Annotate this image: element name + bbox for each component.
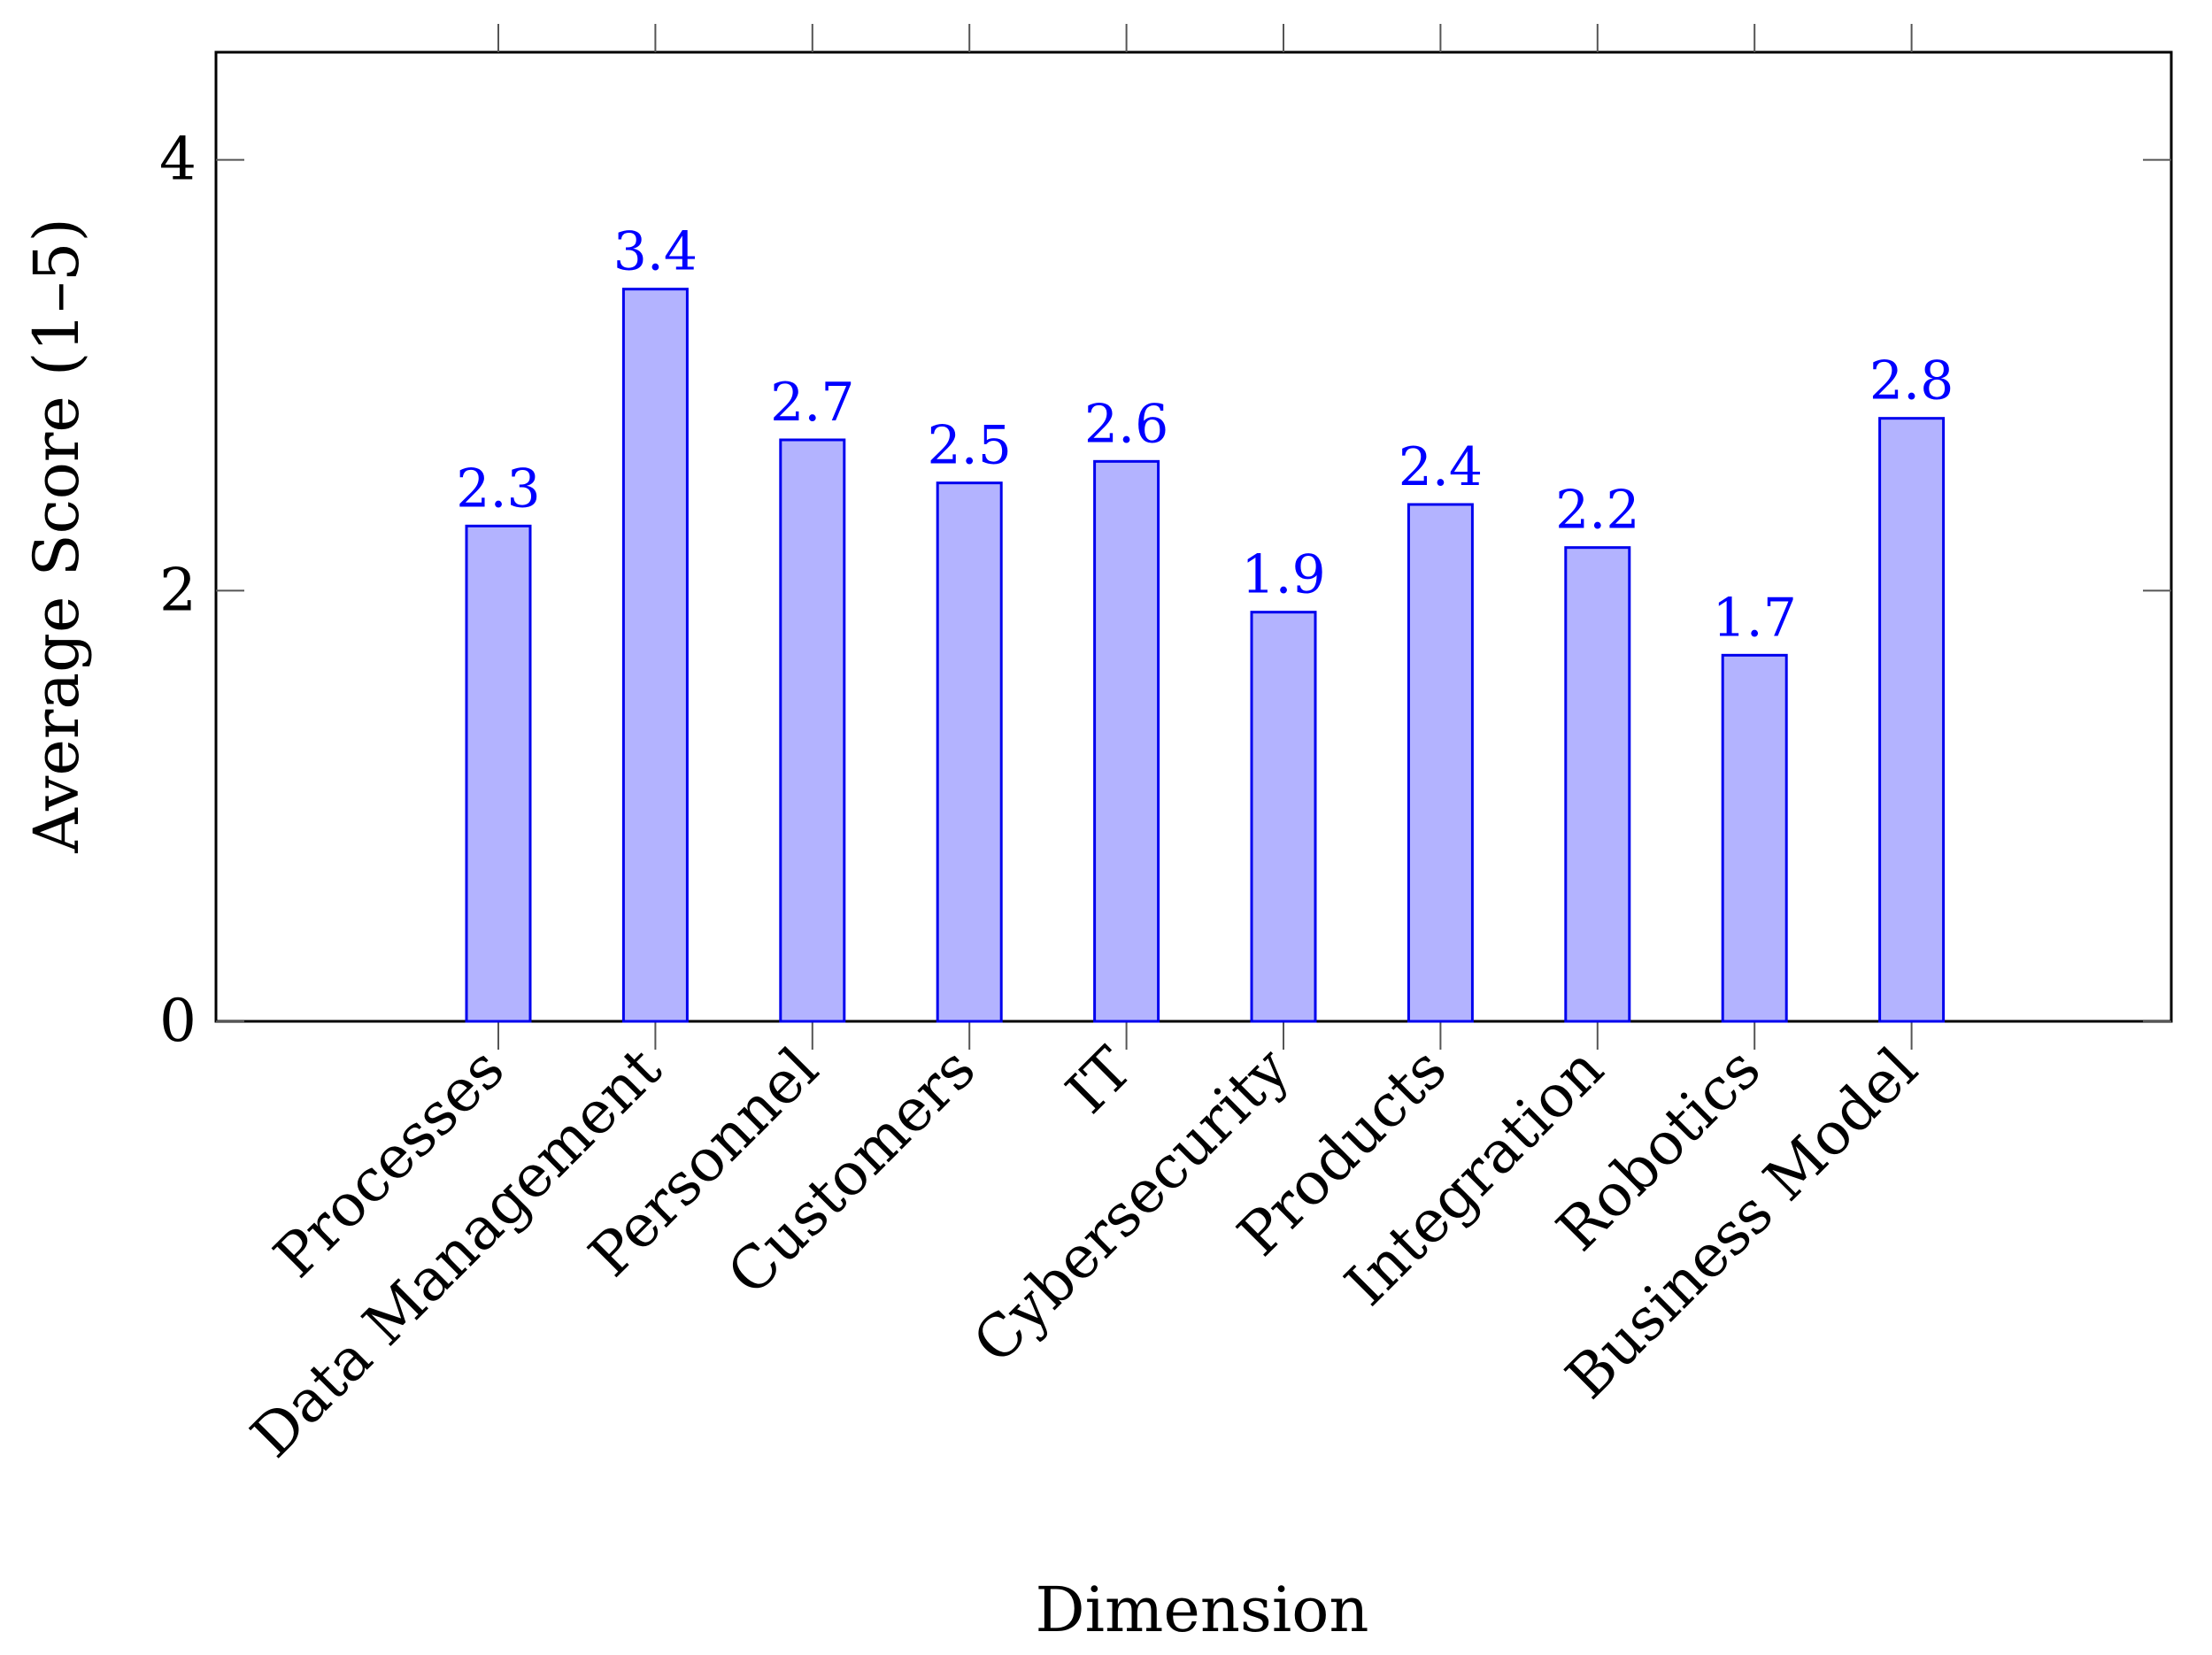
plot-border <box>214 50 2173 1023</box>
bar-value-label: 2.4 <box>1399 436 1483 498</box>
bar <box>779 438 846 1023</box>
bar <box>1878 417 1946 1023</box>
bar <box>465 524 532 1023</box>
bar-value-label: 2.2 <box>1555 480 1639 542</box>
bar-value-label: 1.9 <box>1241 544 1325 606</box>
value-labels: 2.3 3.4 2.7 2.5 2.6 1.9 2.4 2.2 1.7 2.8 <box>456 221 1954 650</box>
x-axis <box>497 24 1913 1050</box>
bar <box>936 481 1003 1023</box>
bar-series <box>465 288 1946 1023</box>
bar-value-label: 2.8 <box>1869 350 1954 412</box>
y-axis-title: Average Score (1–5) <box>20 218 93 854</box>
bar <box>1407 503 1474 1023</box>
x-axis-title: Dimension <box>1036 1574 1369 1646</box>
bar-value-label: 2.6 <box>1084 393 1168 455</box>
bar-value-label: 1.7 <box>1712 587 1796 649</box>
bar <box>1564 546 1631 1023</box>
bar-value-label: 2.7 <box>770 372 854 434</box>
bar <box>1250 611 1317 1023</box>
bar <box>621 288 689 1023</box>
bar <box>1093 459 1160 1023</box>
bar-value-label: 2.5 <box>927 415 1011 477</box>
y-tick-label: 4 <box>159 126 197 194</box>
bar-value-label: 2.3 <box>456 458 540 520</box>
plot-frame <box>214 50 2173 1023</box>
y-axis: 0 2 4 <box>159 126 2171 1055</box>
bar <box>1721 653 1788 1023</box>
category-label: IT <box>1053 1035 1145 1127</box>
y-tick-label: 0 <box>159 987 197 1055</box>
bar-value-label: 3.4 <box>613 221 698 283</box>
y-tick-label: 2 <box>159 556 197 624</box>
